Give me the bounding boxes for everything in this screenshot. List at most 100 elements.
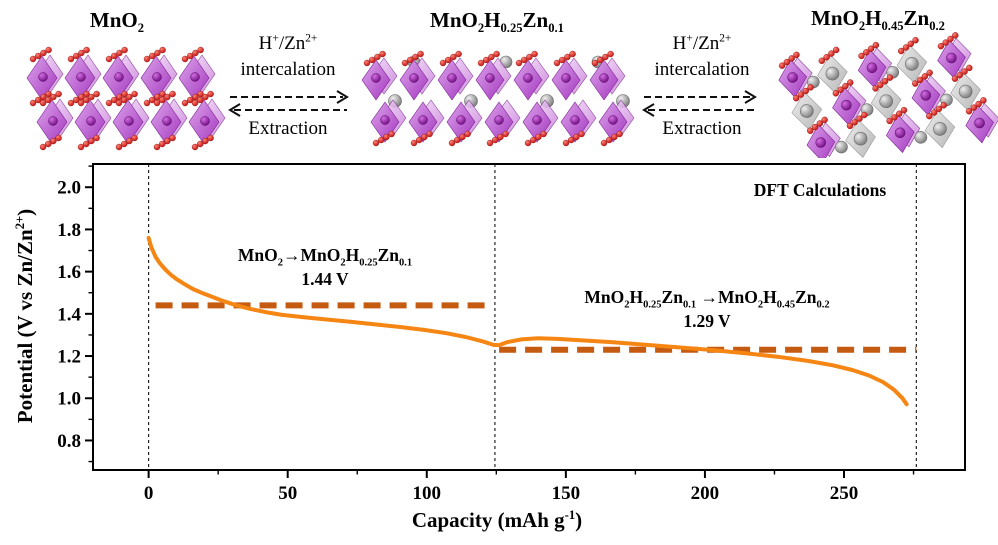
oxygen-atom [196, 96, 204, 104]
oxygen-atom [573, 133, 580, 141]
mn-atom [447, 73, 457, 83]
oxygen-atom [961, 68, 968, 75]
mn-atom [599, 73, 609, 83]
plot-frame [92, 163, 966, 471]
mn-atom [494, 115, 504, 125]
oxygen-atom [807, 127, 814, 134]
oxygen-atom [383, 133, 390, 141]
oxygen-atom [788, 55, 795, 62]
oxygen-atom [858, 52, 865, 60]
arrowhead-left-icon [642, 103, 655, 117]
mn-atom [523, 73, 533, 83]
y-axis-tick-label: 2.0 [57, 178, 81, 199]
oxygen-atom [126, 93, 133, 101]
mn-atom [570, 115, 580, 125]
mn-atom [86, 116, 96, 126]
oxygen-atom [900, 106, 908, 114]
x-axis-tick-label: 50 [278, 483, 297, 504]
structure-label-mno2h025zn01: MnO2H0.25Zn0.1 [430, 8, 564, 36]
oxygen-atom [606, 136, 613, 144]
arrowhead-left-icon [228, 103, 241, 117]
oxygen-atom [562, 139, 570, 147]
oxygen-atom [597, 56, 604, 64]
oxygen-atom [896, 110, 903, 117]
oxygen-atom [202, 137, 209, 145]
oxygen-atom [851, 119, 858, 126]
oxygen-atom [115, 143, 123, 151]
oxygen-atom [578, 130, 585, 138]
plateau1-voltage-text: 1.44 V [301, 269, 349, 289]
oxygen-atom [121, 46, 128, 54]
oxygen-atom [93, 134, 100, 142]
x-axis-tick-label: 100 [413, 483, 442, 504]
mn-atom [152, 72, 162, 82]
oxygen-atom [164, 137, 171, 145]
oxygen-atom [492, 136, 499, 144]
oxygen-atom [559, 56, 566, 64]
discharge-curve [146, 235, 909, 407]
mn-atom [561, 73, 571, 83]
oxygen-atom [78, 49, 85, 57]
oxygen-atom [416, 136, 423, 144]
oxygen-atom [110, 96, 118, 104]
arrowhead-right-icon [336, 90, 349, 104]
oxygen-atom [29, 99, 37, 107]
reaction-ions-label-1: H+/Zn2+ [258, 32, 318, 54]
mn-atom [48, 116, 58, 126]
oxygen-atom [169, 90, 176, 98]
oxygen-atom [401, 59, 409, 67]
mn-atom [532, 115, 542, 125]
oxygen-atom [886, 117, 893, 125]
oxygen-atom [952, 32, 959, 39]
zn-atom [835, 140, 848, 154]
oxygen-atom [863, 49, 870, 56]
zn-atom [799, 104, 814, 118]
mn-atom [815, 137, 826, 148]
oxygen-atom [846, 122, 854, 130]
oxygen-atom [374, 53, 381, 61]
oxygen-atom [88, 137, 95, 145]
oxygen-atom [526, 53, 533, 61]
oxygen-atom [116, 49, 123, 57]
oxygen-atom [191, 99, 199, 107]
oxygen-atom [39, 143, 47, 151]
y-axis-tick-label: 1.6 [57, 262, 81, 283]
mn-atom [38, 72, 48, 82]
oxygen-atom [937, 42, 945, 50]
oxygen-atom [72, 96, 80, 104]
oxygen-atom [921, 73, 929, 80]
plateau2-reaction-text: MnO2H0.25Zn0.1 →MnO2H0.45Zn0.2 [584, 287, 830, 311]
oxygen-atom [421, 133, 428, 141]
mn-atom [787, 72, 798, 83]
oxygen-atom [82, 96, 90, 104]
mn-atom [371, 73, 381, 83]
x-axis-tick-label: 200 [691, 483, 720, 504]
oxygen-atom [966, 64, 973, 72]
oxygen-atom [832, 46, 840, 54]
mn-atom [920, 90, 932, 101]
oxygen-atom [158, 140, 166, 148]
reaction-arrows [642, 90, 757, 117]
x-axis: 0 50 100 150 200 250 [144, 470, 915, 504]
oxygen-atom [611, 133, 618, 141]
oxygen-atom [410, 139, 418, 147]
oxygen-atom [975, 100, 982, 108]
oxygen-atom [186, 96, 194, 104]
y-axis-tick-label: 0.8 [57, 431, 81, 452]
oxygen-atom [930, 109, 938, 116]
oxygen-atom [818, 57, 825, 65]
oxygen-atom [77, 143, 85, 151]
oxygen-atom [877, 81, 884, 89]
oxygen-atom [45, 140, 52, 148]
oxygen-atom [778, 62, 786, 69]
mn-atom [946, 52, 957, 64]
oxygen-atom [807, 84, 814, 91]
oxygen-atom [540, 130, 547, 138]
zn-atom [933, 122, 947, 136]
oxygen-atom [861, 111, 868, 119]
oxygen-atom [553, 59, 561, 67]
mn-atom [608, 115, 618, 125]
oxygen-atom [35, 96, 42, 104]
oxygen-atom [105, 55, 113, 63]
